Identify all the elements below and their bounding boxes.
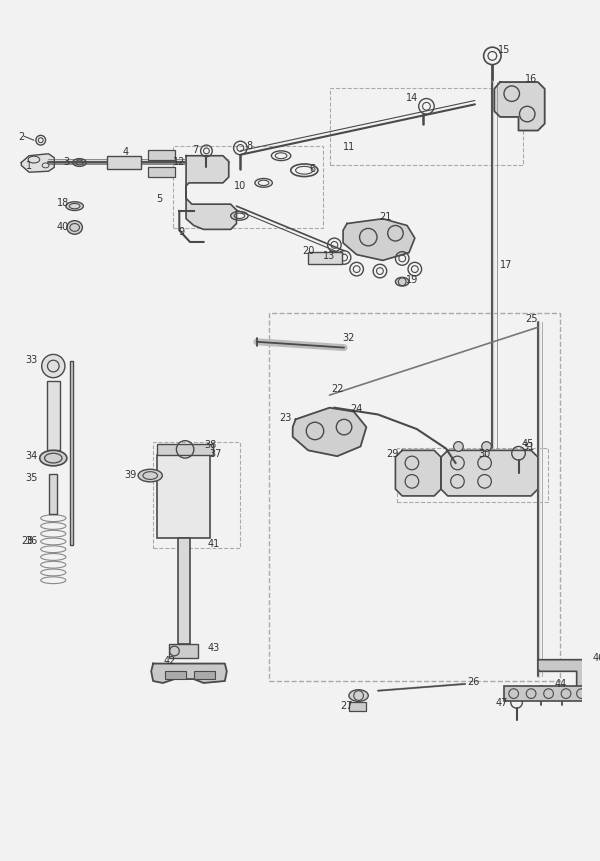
Text: 23: 23 — [280, 413, 292, 423]
Text: 9: 9 — [178, 227, 184, 237]
Ellipse shape — [395, 278, 409, 287]
Text: 36: 36 — [25, 536, 37, 546]
Polygon shape — [186, 157, 236, 230]
Text: 14: 14 — [406, 92, 418, 102]
Bar — [70, 362, 73, 546]
Bar — [165, 672, 186, 679]
Circle shape — [482, 442, 491, 452]
Text: 18: 18 — [57, 198, 69, 208]
Bar — [194, 672, 215, 679]
Bar — [329, 89, 523, 166]
Bar — [153, 442, 241, 548]
Bar — [157, 444, 213, 455]
Text: 1: 1 — [26, 161, 32, 171]
Text: 10: 10 — [234, 181, 247, 190]
Polygon shape — [151, 664, 227, 683]
Text: 20: 20 — [302, 245, 314, 256]
Polygon shape — [441, 451, 538, 496]
Circle shape — [41, 355, 65, 378]
Text: 17: 17 — [500, 260, 512, 270]
Bar — [148, 151, 175, 160]
Text: 29: 29 — [386, 449, 399, 459]
Text: 31: 31 — [522, 442, 535, 452]
Bar — [157, 455, 211, 538]
Text: 43: 43 — [207, 642, 220, 653]
Text: 11: 11 — [343, 142, 355, 152]
Text: 19: 19 — [406, 275, 418, 284]
Text: 33: 33 — [25, 355, 37, 365]
Polygon shape — [538, 660, 595, 688]
Text: 32: 32 — [343, 332, 355, 343]
Bar — [148, 168, 175, 178]
Text: 39: 39 — [125, 469, 137, 479]
Bar — [504, 686, 596, 702]
Text: 37: 37 — [209, 449, 221, 459]
Text: 38: 38 — [204, 439, 217, 449]
Circle shape — [454, 442, 463, 452]
Ellipse shape — [67, 221, 82, 235]
Text: 27: 27 — [341, 701, 353, 710]
Bar — [397, 449, 548, 502]
Text: 15: 15 — [498, 45, 510, 55]
Bar — [178, 538, 190, 644]
Text: 2: 2 — [18, 133, 25, 142]
Text: 12: 12 — [173, 157, 185, 166]
Text: 45: 45 — [522, 438, 535, 448]
Text: 40: 40 — [57, 221, 69, 232]
Text: 3: 3 — [63, 157, 69, 166]
Text: 24: 24 — [350, 403, 363, 413]
Polygon shape — [22, 155, 54, 173]
Bar — [107, 157, 140, 170]
Text: 30: 30 — [478, 449, 491, 459]
Polygon shape — [494, 83, 545, 132]
Text: 22: 22 — [331, 384, 344, 393]
Text: 21: 21 — [380, 212, 392, 221]
Text: 26: 26 — [467, 676, 479, 686]
Bar — [173, 147, 323, 229]
Polygon shape — [293, 408, 367, 456]
Ellipse shape — [40, 451, 67, 467]
Bar — [47, 381, 60, 451]
Ellipse shape — [138, 470, 163, 482]
Text: 25: 25 — [525, 313, 538, 323]
Text: 13: 13 — [323, 251, 335, 260]
Text: 41: 41 — [207, 539, 220, 548]
Text: 16: 16 — [525, 74, 537, 84]
Bar — [349, 703, 367, 711]
Bar — [308, 252, 342, 265]
Text: 7: 7 — [193, 145, 199, 155]
Text: 5: 5 — [156, 194, 162, 204]
Bar — [269, 313, 560, 681]
Bar — [49, 474, 57, 515]
Text: 42: 42 — [163, 655, 176, 665]
Text: 46: 46 — [593, 652, 600, 662]
Polygon shape — [343, 220, 415, 261]
Text: 34: 34 — [25, 450, 37, 461]
Ellipse shape — [66, 202, 83, 211]
Bar — [169, 644, 198, 658]
Polygon shape — [395, 451, 441, 496]
Text: 4: 4 — [123, 146, 129, 157]
Text: 8: 8 — [246, 141, 252, 151]
Text: 28: 28 — [21, 536, 34, 546]
Text: 44: 44 — [554, 678, 566, 688]
Text: 6: 6 — [309, 164, 315, 174]
Ellipse shape — [349, 690, 368, 702]
Text: 35: 35 — [25, 473, 37, 483]
Text: 47: 47 — [496, 697, 508, 708]
